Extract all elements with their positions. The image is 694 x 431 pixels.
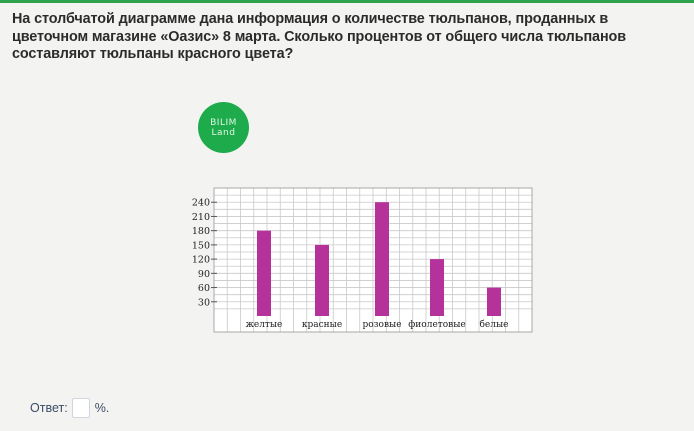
answer-input[interactable] bbox=[71, 398, 90, 418]
y-tick-label: 90 bbox=[198, 269, 210, 280]
logo-line-1: BILIM bbox=[210, 117, 237, 128]
top-accent-strip bbox=[0, 0, 694, 3]
bilimland-logo: BILIM Land bbox=[198, 102, 249, 153]
bar-5 bbox=[487, 287, 501, 316]
answer-unit: %. bbox=[94, 401, 110, 415]
logo-line-2: Land bbox=[211, 127, 236, 138]
x-category-label: красные bbox=[302, 320, 342, 330]
chart-frame bbox=[213, 187, 533, 333]
y-tick-label: 240 bbox=[192, 198, 210, 209]
y-tick-label: 60 bbox=[198, 283, 210, 294]
question-text: На столбчатой диаграмме дана информация … bbox=[12, 11, 626, 62]
x-category-label: фиолетовые bbox=[408, 320, 465, 330]
y-tick-label: 150 bbox=[192, 240, 210, 251]
bar-2 bbox=[315, 244, 329, 316]
y-tick-label: 120 bbox=[192, 255, 210, 266]
x-category-label: желтые bbox=[246, 320, 283, 330]
bar-3 bbox=[375, 202, 389, 316]
bar-1 bbox=[257, 230, 271, 316]
bar-4 bbox=[430, 259, 444, 316]
y-tick-label: 30 bbox=[198, 297, 210, 308]
x-category-label: белые bbox=[480, 319, 509, 330]
answer-row: Ответ: %. bbox=[30, 398, 109, 418]
y-tick-label: 210 bbox=[192, 212, 210, 223]
y-tick-label: 180 bbox=[192, 226, 210, 237]
answer-label: Ответ: bbox=[30, 401, 68, 415]
x-category-label: розовые bbox=[362, 320, 401, 330]
